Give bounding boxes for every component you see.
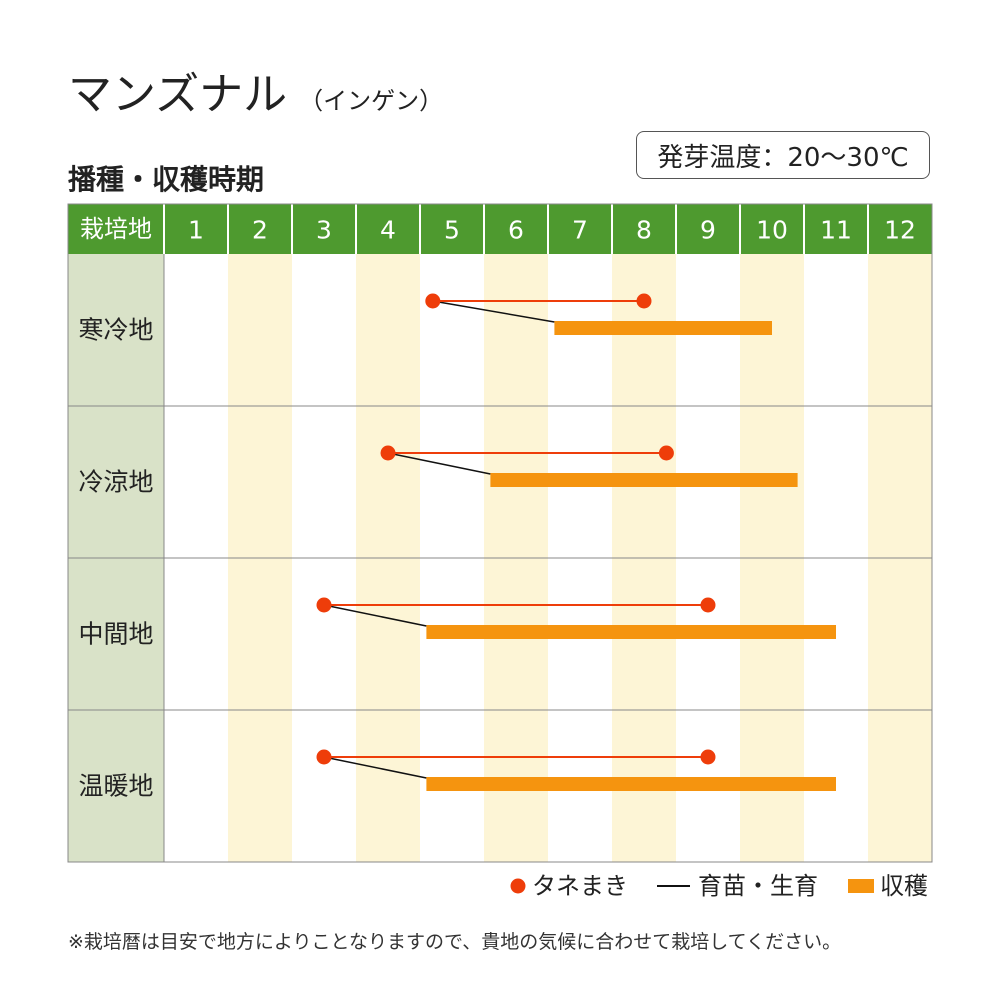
month-label: 7: [572, 216, 588, 245]
chart-border: [67, 203, 933, 863]
harvest-bar: [554, 321, 772, 335]
sowing-end-dot: [700, 749, 716, 765]
sowing-start-dot: [380, 445, 396, 461]
row-label: 寒冷地: [78, 316, 153, 345]
legend-sowing-marker: [510, 878, 526, 894]
germination-temp-badge: 発芽温度：20〜30℃: [636, 131, 930, 179]
month-label: 2: [252, 216, 268, 245]
row-label: 中間地: [78, 620, 153, 649]
sowing-end-dot: [636, 293, 652, 309]
month-label: 12: [884, 216, 916, 245]
harvest-bar: [490, 473, 798, 487]
growing-connector: [432, 300, 555, 323]
chart-title: マンズナル （インゲン）: [68, 58, 443, 122]
legend-harvest-marker: [848, 879, 874, 893]
header-bar: [68, 204, 932, 254]
month-label: 1: [188, 216, 204, 245]
growing-connector: [323, 756, 427, 779]
sowing-end-dot: [700, 597, 716, 613]
month-label: 11: [820, 216, 852, 245]
legend-growing-label: 育苗・生育: [698, 872, 818, 900]
month-label: 10: [756, 216, 788, 245]
row-header-label: 栽培地: [80, 215, 152, 243]
title-main: マンズナル: [68, 69, 288, 120]
row-label: 冷涼地: [78, 468, 153, 497]
sowing-end-dot: [658, 445, 674, 461]
title-subtitle: （インゲン）: [299, 87, 444, 115]
growing-connector: [323, 604, 427, 627]
month-label: 9: [700, 216, 716, 245]
month-label: 6: [508, 216, 524, 245]
row-label: 温暖地: [78, 772, 153, 801]
footnote: ※栽培暦は目安で地方によりことなりますので、貴地の気候に合わせて栽培してください…: [68, 931, 842, 953]
sowing-start-dot: [425, 293, 441, 309]
sowing-start-dot: [316, 597, 332, 613]
month-label: 8: [636, 216, 652, 245]
harvest-bar: [426, 625, 836, 639]
month-label: 3: [316, 216, 332, 245]
sowing-start-dot: [316, 749, 332, 765]
legend-harvest-label: 収穫: [880, 872, 928, 900]
section-title: 播種・収穫時期: [68, 163, 265, 196]
month-label: 4: [380, 216, 396, 245]
month-label: 5: [444, 216, 460, 245]
growing-connector: [387, 452, 491, 475]
harvest-bar: [426, 777, 836, 791]
legend-sowing-label: タネまき: [532, 872, 628, 900]
